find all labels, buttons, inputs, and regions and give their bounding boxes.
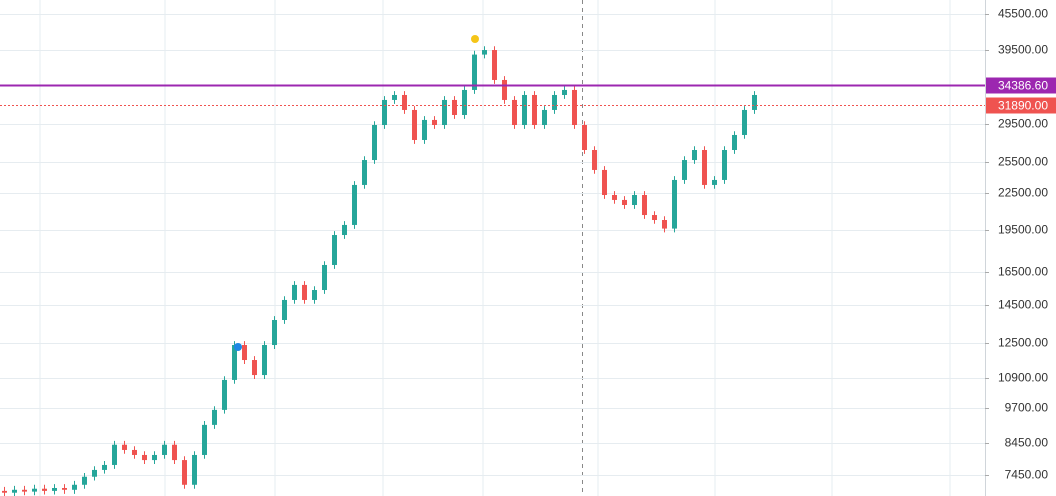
candle-body — [652, 215, 657, 221]
candle-body — [542, 109, 547, 126]
candle-body — [192, 454, 197, 485]
y-tick-label: 39500.00 — [998, 43, 1048, 57]
candle-body — [452, 99, 457, 115]
candle-body — [372, 125, 377, 161]
candle-body — [122, 444, 127, 450]
candle-body — [12, 489, 17, 493]
candle-body — [462, 89, 467, 115]
candle-body — [362, 160, 367, 185]
candle-body — [702, 149, 707, 185]
y-tick-label: 25500.00 — [998, 155, 1048, 169]
y-tick-label: 45500.00 — [998, 7, 1048, 21]
candle-body — [32, 488, 37, 492]
event-marker — [234, 343, 242, 351]
candle-body — [222, 379, 227, 410]
candle-body — [552, 94, 557, 110]
candle-body — [352, 184, 357, 225]
y-tick-label: 16500.00 — [998, 265, 1048, 279]
y-tick-label: 10900.00 — [998, 371, 1048, 385]
candle-body — [22, 489, 27, 492]
candle-body — [502, 79, 507, 100]
candle-body — [2, 490, 7, 493]
candle-body — [532, 94, 537, 126]
candle-body — [692, 149, 697, 161]
y-tick-label: 14500.00 — [998, 298, 1048, 312]
candle-body — [152, 454, 157, 461]
candle-body — [432, 119, 437, 126]
candle-body — [212, 409, 217, 425]
candle-body — [272, 319, 277, 346]
candle-body — [402, 94, 407, 110]
candle-body — [642, 195, 647, 216]
y-tick-label: 29500.00 — [998, 117, 1048, 131]
candle-body — [262, 345, 267, 376]
candle-body — [482, 50, 487, 55]
candle-body — [742, 109, 747, 135]
candle-body — [42, 488, 47, 491]
y-tick-label: 9700.00 — [1005, 401, 1049, 415]
y-tick-label: 12500.00 — [998, 336, 1048, 350]
candle-body — [572, 89, 577, 126]
candle-body — [752, 94, 757, 110]
candle-body — [312, 290, 317, 300]
candle-body — [392, 94, 397, 100]
candle-body — [672, 179, 677, 229]
time-grid — [39, 0, 951, 496]
candle-body — [422, 119, 427, 140]
candle-body — [52, 487, 57, 491]
y-tick-label: 19500.00 — [998, 223, 1048, 237]
candle-body — [492, 50, 497, 80]
candle-body — [612, 195, 617, 200]
candle-body — [282, 299, 287, 320]
price-label: 34386.60 — [998, 79, 1048, 93]
candle-body — [112, 444, 117, 465]
candle-body — [232, 345, 237, 380]
candle-body — [562, 89, 567, 95]
candle-body — [582, 125, 587, 150]
candle-body — [82, 476, 87, 485]
candle-body — [242, 345, 247, 361]
candle-body — [132, 449, 137, 455]
candle-body — [292, 284, 297, 300]
candle-body — [202, 424, 207, 455]
candle-body — [682, 160, 687, 180]
candle-body — [252, 360, 257, 376]
candle-body — [522, 94, 527, 126]
candle-body — [172, 444, 177, 461]
candle-body — [302, 284, 307, 300]
y-tick-label: 7450.00 — [1005, 468, 1049, 482]
price-label: 31890.00 — [998, 99, 1048, 113]
candle-body — [332, 235, 337, 265]
candle-body — [162, 444, 167, 455]
candle-body — [662, 220, 667, 229]
candle-body — [412, 109, 417, 140]
candle-body — [342, 224, 347, 236]
price-label-box — [986, 97, 1056, 114]
y-tick-label: 8450.00 — [1005, 436, 1049, 450]
candle-body — [622, 199, 627, 205]
candle-body — [712, 179, 717, 185]
candle-body — [722, 149, 727, 180]
candle-body — [472, 54, 477, 90]
candle-body — [72, 484, 77, 490]
candle-body — [182, 460, 187, 485]
candle-body — [442, 99, 447, 126]
candle-body — [62, 487, 67, 490]
event-marker — [471, 35, 479, 43]
price-label-box — [986, 77, 1056, 94]
candle-body — [512, 99, 517, 126]
candle-body — [102, 464, 107, 470]
candle-body — [732, 134, 737, 150]
candle-body — [322, 264, 327, 291]
candle-body — [382, 99, 387, 126]
candle-body — [142, 454, 147, 461]
y-tick-label: 22500.00 — [998, 186, 1048, 200]
candle-body — [602, 169, 607, 196]
candle-body — [592, 149, 597, 170]
plot — [0, 14, 985, 496]
candle-body — [632, 195, 637, 205]
candle-body — [92, 469, 97, 477]
